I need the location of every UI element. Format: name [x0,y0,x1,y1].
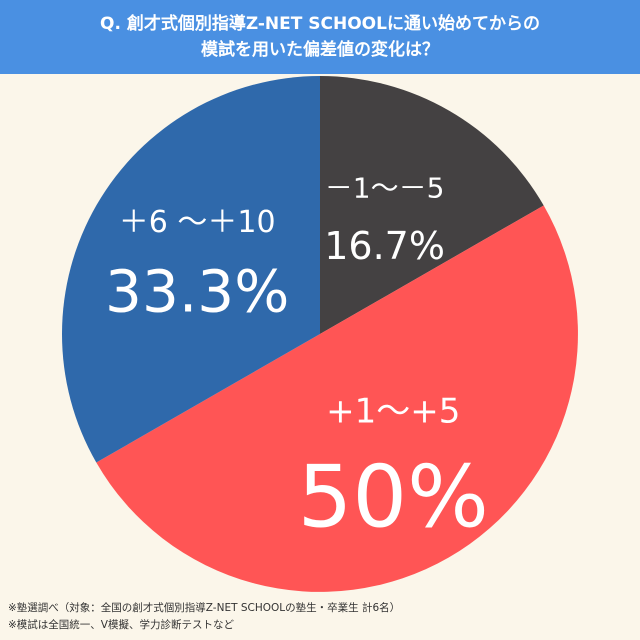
slice-category-label: +1～+5 [326,392,460,432]
slice-category-label: －1～－5 [325,171,445,204]
pie-slice [61,76,321,463]
chart-title-line-2: 模試を用いた偏差値の変化は？ [201,40,439,60]
pie-slice [320,76,544,334]
pie-labels: －1～－5 16.7% +1～+5 50% ＋6 ～＋10 33.3% [105,171,489,547]
pie-slices [61,76,578,592]
slice-value-label: 16.7% [324,224,445,268]
slice-value-label: 33.3% [105,257,289,325]
footnote-exam-types: ※模試は全国統一、V模擬、学力診断テストなど [8,619,234,631]
pie-chart: －1～－5 16.7% +1～+5 50% ＋6 ～＋10 33.3% [61,76,578,592]
footnotes: ※塾選調べ（対象：全国の創才式個別指導Z-NET SCHOOLの塾生・卒業生 計… [8,600,632,634]
pie-slice [96,205,578,592]
footnote-source: ※塾選調べ（対象：全国の創才式個別指導Z-NET SCHOOLの塾生・卒業生 計… [8,602,401,614]
slice-value-label: 50% [298,447,489,547]
chart-title-line-1: Q. 創才式個別指導Z-NET SCHOOLに通い始めてからの [100,14,540,34]
slice-category-label: ＋6 ～＋10 [119,205,276,240]
chart-title: Q. 創才式個別指導Z-NET SCHOOLに通い始めてからの 模試を用いた偏差… [0,0,640,74]
